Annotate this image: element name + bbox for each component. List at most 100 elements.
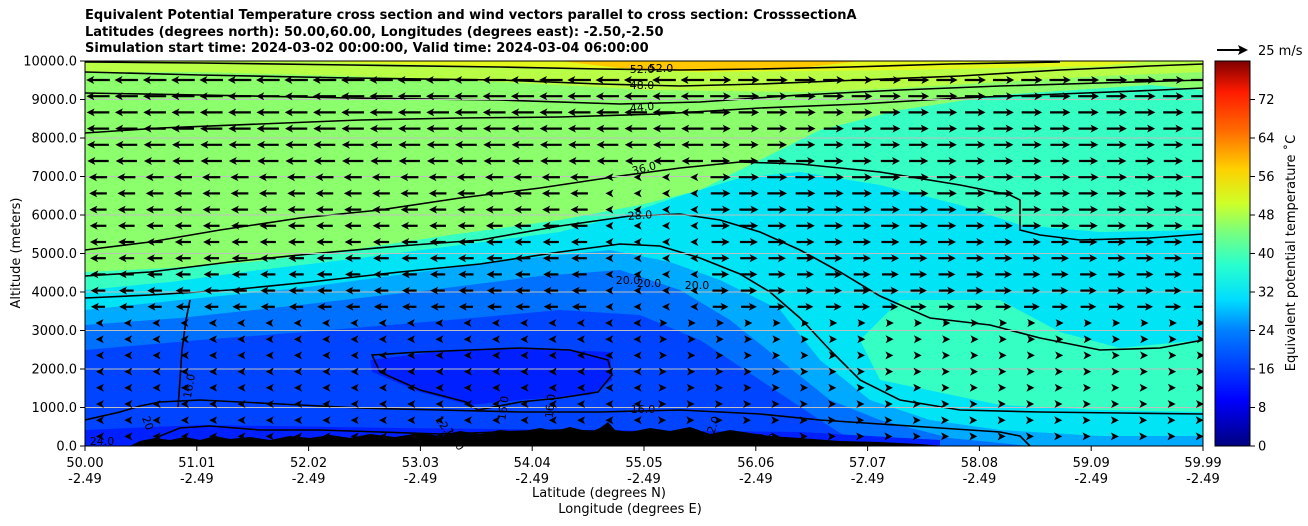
wind-vector-head bbox=[779, 108, 788, 117]
wind-vector-head bbox=[171, 140, 180, 149]
x-tick-label-lon: -2.49 bbox=[1186, 472, 1220, 487]
wind-vector-head bbox=[1062, 140, 1071, 149]
wind-vector-head bbox=[857, 335, 866, 344]
wind-vector-head bbox=[624, 124, 633, 133]
quiver-key: 25 m/s bbox=[1217, 44, 1303, 59]
wind-vector-head bbox=[539, 124, 548, 133]
contour-label: 20.0 bbox=[685, 279, 710, 292]
wind-vector-head bbox=[862, 254, 871, 263]
wind-vector-head bbox=[1032, 238, 1041, 246]
wind-vector-head bbox=[722, 124, 731, 133]
wind-vector-head bbox=[180, 319, 189, 327]
contour-label: 36.0 bbox=[631, 159, 658, 178]
wind-vector-head bbox=[633, 286, 642, 295]
wind-vector-head bbox=[208, 335, 217, 344]
wind-vector-head bbox=[429, 238, 438, 246]
wind-vector-head bbox=[483, 140, 492, 149]
wind-vector-head bbox=[123, 319, 132, 327]
wind-vector-head bbox=[998, 367, 1007, 376]
wind-vector-head bbox=[548, 351, 557, 360]
wind-vector-head bbox=[977, 108, 986, 117]
wind-vector-head bbox=[378, 319, 387, 327]
wind-vector-head bbox=[633, 189, 642, 198]
wind-vector-head bbox=[232, 286, 241, 295]
wind-vector-head bbox=[1117, 238, 1126, 246]
wind-vector-head bbox=[1140, 335, 1149, 344]
wind-vector-head bbox=[1090, 124, 1099, 133]
wind-vector-head bbox=[406, 319, 415, 327]
x-tick-label-lat: 50.00 bbox=[66, 456, 103, 471]
wind-vector-head bbox=[1033, 157, 1042, 165]
wind-vector-head bbox=[87, 140, 96, 149]
wind-vector-head bbox=[86, 76, 95, 84]
wind-vector-head bbox=[175, 286, 184, 295]
wind-vector-head bbox=[146, 205, 155, 214]
wind-vector-head bbox=[228, 108, 237, 117]
wind-vector-head bbox=[715, 367, 724, 376]
wind-vector-head bbox=[948, 189, 957, 198]
wind-vector-head bbox=[946, 302, 955, 311]
wind-vector-head bbox=[1145, 286, 1154, 295]
wind-vector-head bbox=[1204, 92, 1212, 100]
wind-vector-head bbox=[576, 335, 585, 344]
wind-vector-head bbox=[1175, 189, 1184, 198]
wind-vector-head bbox=[891, 238, 900, 246]
wind-vector-head bbox=[1117, 254, 1126, 263]
wind-vector-head bbox=[87, 157, 96, 165]
wind-vector-head bbox=[653, 157, 662, 165]
wind-vector-head bbox=[1202, 221, 1203, 230]
wind-vector-head bbox=[777, 286, 786, 295]
wind-vector-head bbox=[538, 76, 547, 84]
wind-vector-head bbox=[806, 221, 815, 230]
wind-vector-head bbox=[86, 92, 95, 101]
wind-vector-head bbox=[772, 319, 781, 327]
wind-vector-head bbox=[864, 108, 873, 117]
wind-vector-head bbox=[779, 124, 788, 133]
wind-vector-head bbox=[921, 92, 930, 101]
wind-vector-head bbox=[856, 383, 865, 392]
wind-vector-head bbox=[835, 221, 844, 230]
wind-vector-head bbox=[605, 270, 614, 279]
wind-vector-head bbox=[1061, 238, 1070, 246]
wind-vector-head bbox=[124, 351, 133, 360]
wind-vector-head bbox=[124, 335, 133, 344]
wind-vector-head bbox=[322, 383, 331, 392]
wind-vector-head bbox=[209, 400, 218, 408]
wind-vector-head bbox=[350, 351, 359, 360]
wind-vector-head bbox=[779, 140, 788, 149]
wind-vector-head bbox=[513, 173, 522, 182]
y-tick-label: 10000.0 bbox=[23, 55, 77, 70]
wind-vector-head bbox=[999, 319, 1008, 327]
wind-vector-head bbox=[341, 124, 350, 133]
y-tick-label: 8000.0 bbox=[32, 132, 78, 147]
wind-vector-head bbox=[486, 238, 495, 246]
wind-vector-head bbox=[285, 140, 294, 149]
wind-vector-head bbox=[124, 432, 133, 441]
wind-vector-head bbox=[350, 383, 359, 392]
wind-vector-head bbox=[463, 383, 472, 392]
wind-vector-head bbox=[1175, 140, 1184, 149]
wind-vector-head bbox=[231, 254, 240, 263]
wind-vector-head bbox=[969, 416, 978, 425]
contour-label: 20.0 bbox=[616, 274, 641, 287]
wind-vector-head bbox=[237, 383, 246, 392]
wind-vector-head bbox=[1111, 367, 1120, 376]
wind-vector-head bbox=[912, 416, 921, 425]
colorbar-tick-label: 40 bbox=[1258, 247, 1275, 262]
wind-vector-head bbox=[407, 416, 416, 425]
contour-40 bbox=[85, 87, 1203, 134]
wind-vector-head bbox=[289, 302, 298, 311]
wind-vector-head bbox=[259, 221, 268, 230]
wind-vector-head bbox=[124, 400, 133, 408]
wind-vector-head bbox=[633, 367, 642, 376]
wind-vector-head bbox=[1061, 157, 1070, 165]
wind-vector-head bbox=[180, 367, 189, 376]
wind-vector-head bbox=[230, 205, 239, 214]
y-tick-label: 4000.0 bbox=[32, 286, 78, 301]
wind-vector-head bbox=[567, 76, 576, 84]
wind-vector-head bbox=[720, 286, 729, 295]
wind-vector-head bbox=[1175, 92, 1184, 101]
wind-vector-head bbox=[257, 157, 266, 165]
wind-vector-head bbox=[1167, 432, 1176, 441]
wind-vector-head bbox=[800, 319, 809, 327]
